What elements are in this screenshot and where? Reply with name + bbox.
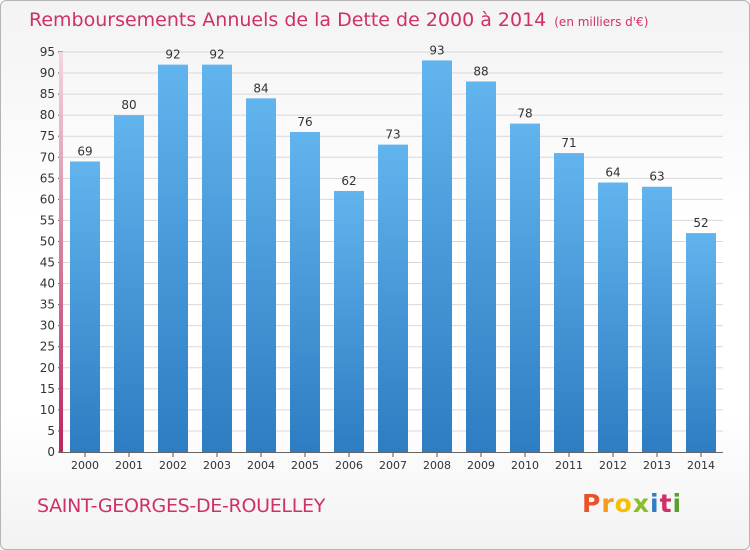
x-tick-label: 2003 bbox=[203, 459, 231, 472]
bar bbox=[510, 123, 540, 452]
y-tick-label: 65 bbox=[40, 171, 55, 185]
x-tick-label: 2013 bbox=[643, 459, 671, 472]
bar bbox=[686, 233, 716, 452]
chart-title: Remboursements Annuels de la Dette de 20… bbox=[29, 9, 648, 31]
y-tick-label: 70 bbox=[40, 150, 55, 164]
axis-layer: 0 5 10 15 20 25 30 35 40 45 50 55 60 65 70 75 80 85 90 95 20… bbox=[40, 45, 723, 472]
y-tick-label: 55 bbox=[40, 213, 55, 227]
y-axis bbox=[59, 52, 63, 452]
x-tick-label: 2008 bbox=[423, 459, 451, 472]
labels-layer: 69 80 92 92 84 76 62 73 93 88 78 71 64 63 52 bbox=[77, 43, 708, 230]
data-label: 63 bbox=[649, 170, 664, 184]
y-tick-label: 20 bbox=[40, 361, 55, 375]
x-tick-label: 2007 bbox=[379, 459, 407, 472]
x-tick-label: 2011 bbox=[555, 459, 583, 472]
data-label: 73 bbox=[385, 128, 400, 142]
y-tick-label: 45 bbox=[40, 256, 55, 270]
data-label: 88 bbox=[473, 64, 488, 78]
x-tick-label: 2009 bbox=[467, 459, 495, 472]
y-tick-label: 0 bbox=[47, 445, 55, 459]
y-tick-label: 95 bbox=[40, 45, 55, 59]
bar bbox=[378, 144, 408, 452]
bar bbox=[422, 60, 452, 452]
y-tick-label: 90 bbox=[40, 66, 55, 80]
x-tick-label: 2012 bbox=[599, 459, 627, 472]
y-tick-label: 75 bbox=[40, 129, 55, 143]
data-label: 80 bbox=[121, 98, 136, 112]
data-label: 76 bbox=[297, 115, 312, 129]
x-tick-label: 2000 bbox=[71, 459, 99, 472]
data-label: 71 bbox=[561, 136, 576, 150]
y-tick-label: 50 bbox=[40, 234, 55, 248]
bar bbox=[246, 98, 276, 452]
y-tick-label: 40 bbox=[40, 277, 55, 291]
bar-chart: 69 80 92 92 84 76 62 73 93 88 78 71 64 63 52 0 5 10 15 20 2… bbox=[40, 43, 723, 472]
x-tick-label: 2001 bbox=[115, 459, 143, 472]
commune-name: SAINT-GEORGES-DE-ROUELLEY bbox=[37, 495, 326, 517]
bars-layer bbox=[70, 60, 716, 453]
data-label: 84 bbox=[253, 81, 268, 95]
data-label: 93 bbox=[429, 43, 444, 57]
bar bbox=[114, 115, 144, 452]
data-label: 92 bbox=[209, 48, 224, 62]
data-label: 78 bbox=[517, 107, 532, 121]
y-tick-label: 30 bbox=[40, 319, 55, 333]
data-label: 69 bbox=[77, 144, 92, 158]
y-tick-label: 35 bbox=[40, 298, 55, 312]
bar bbox=[554, 153, 584, 453]
proxiti-logo: Proxiti bbox=[582, 489, 683, 518]
chart-title-text: Remboursements Annuels de la Dette de 20… bbox=[29, 9, 547, 31]
chart-unit: (en milliers d'€) bbox=[554, 15, 649, 29]
bar bbox=[158, 64, 188, 452]
bar bbox=[466, 81, 496, 452]
data-label: 92 bbox=[165, 48, 180, 62]
bar bbox=[642, 186, 672, 452]
y-tick-label: 5 bbox=[47, 424, 55, 438]
x-tick-label: 2010 bbox=[511, 459, 539, 472]
y-tick-label: 60 bbox=[40, 192, 55, 206]
data-label: 62 bbox=[341, 174, 356, 188]
y-tick-label: 85 bbox=[40, 87, 55, 101]
x-tick-label: 2006 bbox=[335, 459, 363, 472]
bar bbox=[598, 182, 628, 453]
x-tick-label: 2002 bbox=[159, 459, 187, 472]
x-tick-label: 2004 bbox=[247, 459, 275, 472]
bar bbox=[202, 64, 232, 452]
data-label: 52 bbox=[693, 216, 708, 230]
bar bbox=[70, 161, 100, 452]
y-tick-label: 80 bbox=[40, 108, 55, 122]
data-label: 64 bbox=[605, 166, 620, 180]
x-tick-label: 2005 bbox=[291, 459, 319, 472]
y-tick-label: 10 bbox=[40, 403, 55, 417]
bar bbox=[290, 132, 320, 452]
bar bbox=[334, 190, 364, 452]
y-tick-label: 15 bbox=[40, 382, 55, 396]
y-tick-label: 25 bbox=[40, 340, 55, 354]
x-tick-label: 2014 bbox=[687, 459, 715, 472]
